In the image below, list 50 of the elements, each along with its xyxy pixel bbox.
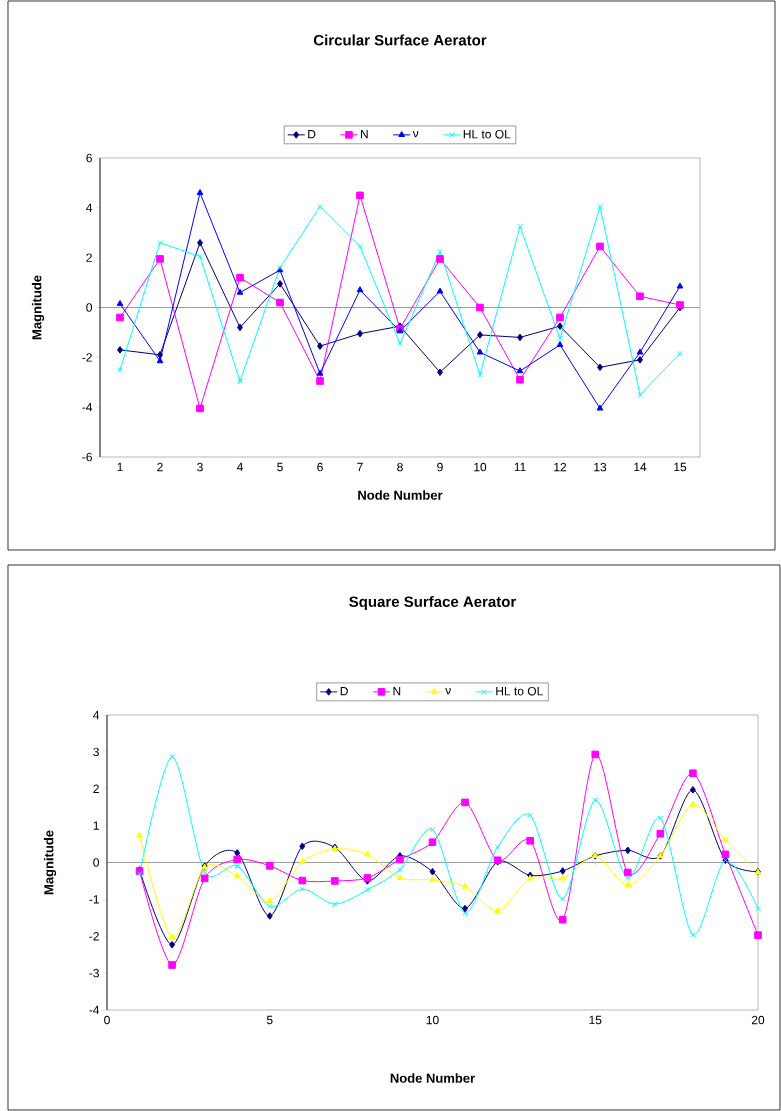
y-tick-label: 4 (86, 203, 93, 212)
y-tick-label: -4 (89, 1005, 100, 1015)
y-tick-label: -1 (89, 895, 99, 904)
x-tick-label: 5 (277, 462, 283, 472)
y-tick-label: -2 (82, 353, 92, 362)
x-tick-label: 14 (634, 462, 647, 472)
chart-title: Circular Surface Aerator (313, 34, 487, 46)
x-tick-label: 5 (266, 1015, 273, 1025)
y-tick-label: 3 (93, 747, 99, 757)
y-tick-label: -6 (82, 452, 92, 462)
y-tick-label: -3 (89, 968, 99, 978)
y-tick-label: 1 (93, 821, 99, 830)
x-tick-label: 20 (751, 1015, 765, 1025)
legend-label: N (360, 129, 368, 139)
legend-label: D (308, 129, 316, 139)
y-tick-label: 0 (86, 303, 92, 312)
x-tick-label: 11 (514, 462, 526, 472)
y-axis-title: Magnitude (31, 275, 45, 340)
x-tick-label: 7 (357, 462, 363, 472)
legend-label: ν (445, 687, 451, 695)
y-tick-label: -4 (82, 403, 93, 412)
y-axis-title: Magnitude (43, 830, 57, 895)
y-tick-label: 2 (86, 253, 92, 262)
x-axis-title: Node Number (358, 490, 443, 500)
legend-label: D (340, 686, 348, 696)
x-tick-label: 4 (236, 462, 243, 472)
x-tick-label: 15 (589, 1015, 602, 1025)
x-tick-label: 6 (317, 462, 323, 472)
x-tick-label: 0 (104, 1015, 110, 1025)
x-tick-label: 13 (594, 462, 607, 472)
y-tick-label: 4 (93, 710, 100, 720)
x-axis-title: Node Number (390, 1073, 475, 1083)
legend-label: ν (412, 130, 419, 138)
x-tick-label: 3 (197, 462, 203, 472)
y-tick-label: -2 (89, 932, 99, 941)
legend-label: HL to OL (463, 129, 511, 139)
legend-label: HL to OL (496, 686, 543, 696)
x-tick-label: 9 (437, 462, 443, 472)
y-tick-label: 2 (93, 784, 99, 793)
x-tick-label: 8 (397, 462, 403, 472)
x-tick-label: 10 (426, 1015, 439, 1025)
legend-label: N (393, 686, 401, 696)
y-tick-label: 0 (93, 858, 99, 867)
x-tick-label: 12 (554, 462, 567, 472)
x-tick-label: 1 (117, 462, 123, 472)
chart-title: Square Surface Aerator (349, 596, 517, 610)
x-tick-label: 15 (674, 462, 687, 472)
y-tick-label: 6 (86, 153, 92, 163)
x-tick-label: 2 (157, 462, 163, 472)
x-tick-label: 10 (474, 462, 487, 472)
